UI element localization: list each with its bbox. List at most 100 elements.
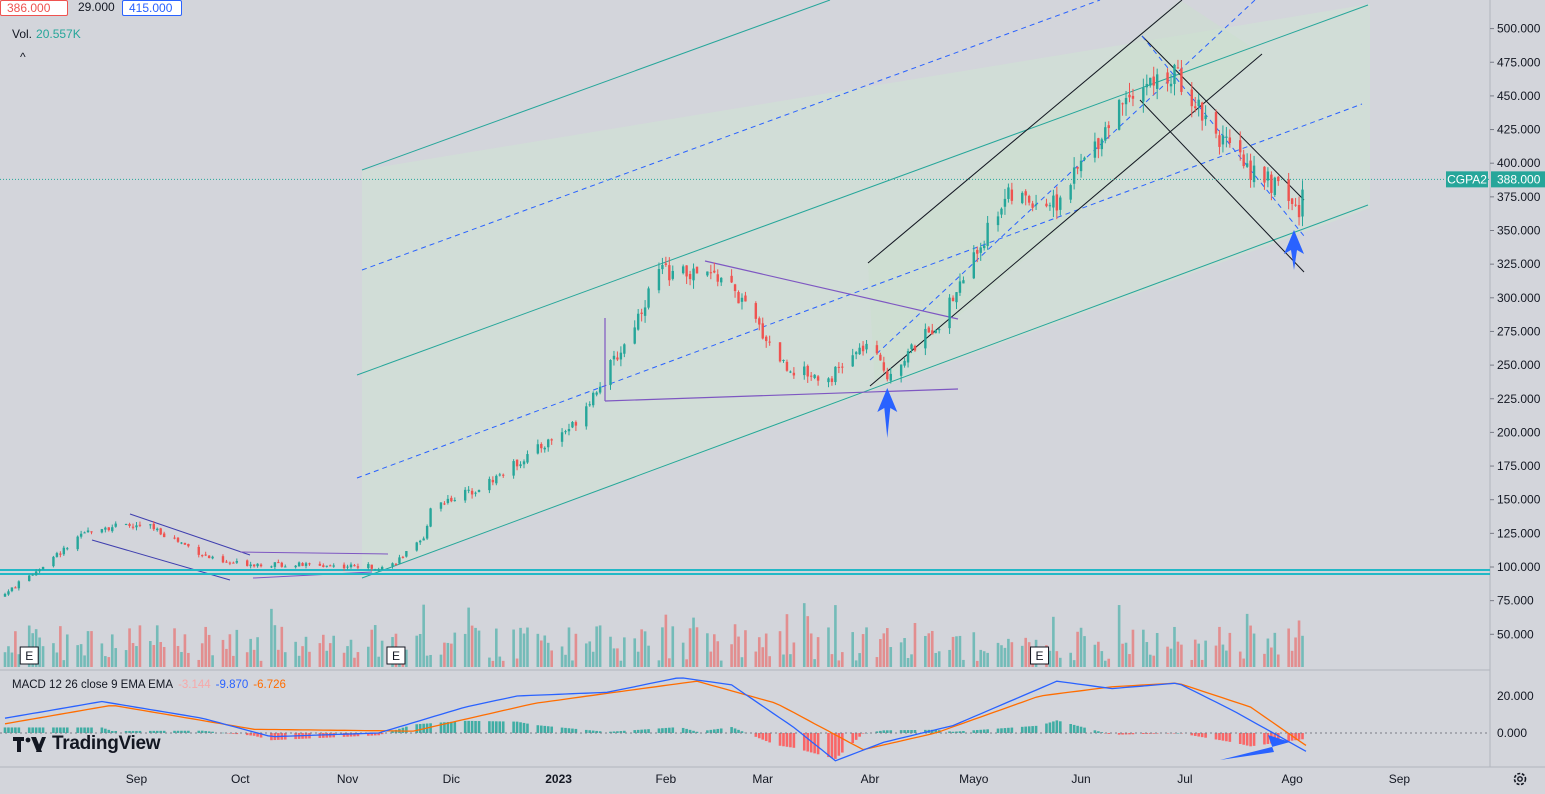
macd-histogram-bar [536,725,540,733]
volume-bar [422,604,425,667]
macd-line [4,677,1307,762]
collapse-toggle-icon[interactable]: ^ [20,50,26,64]
candle [374,569,377,571]
volume-bar [356,652,360,667]
macd-axis-label: 0.000 [1497,726,1527,740]
volume-bar [301,646,304,667]
volume-bar [851,632,854,667]
volume-bar [1245,613,1249,667]
macd-histogram-bar [1245,733,1249,746]
macd-pane [0,670,1490,767]
candle [422,538,425,541]
volume-bar [754,651,758,667]
candle [986,222,989,246]
volume-bar [1121,643,1124,667]
y-axis-label: 375.000 [1497,190,1541,204]
volume-bar [737,636,740,667]
candle [273,562,277,567]
candle [470,490,474,495]
volume-bar [52,643,55,667]
candle [419,540,422,543]
volume-bar [937,651,941,667]
volume-bar [1072,660,1076,667]
macd-histogram-bar [591,730,595,733]
candle [671,270,674,279]
macd-histogram-bar [1128,733,1131,735]
macd-histogram-bar [149,730,152,733]
volume-bar [162,646,166,667]
volume-bar [1197,643,1200,667]
macd-histogram-bar [159,730,162,733]
volume-bar [62,660,66,667]
volume-bar [713,634,716,667]
volume-bar [574,633,578,667]
earnings-marker-box [1030,646,1050,665]
macd-histogram-bar [1072,724,1076,733]
volume-bar [107,657,111,667]
macd-histogram-bar [1225,733,1228,742]
candle [377,569,380,571]
volume-bar [1079,627,1083,667]
volume-bar [709,651,713,667]
volume-bar [405,649,408,667]
volume-bar [1270,647,1273,667]
candle [380,566,384,570]
candle [152,523,155,530]
channel-lower-line [361,204,1369,579]
volume-bar [841,652,844,667]
macd-histogram-bar [405,726,408,733]
rising-channel-fill [868,0,1262,388]
candle [982,245,986,249]
volume-bar [453,632,457,667]
volume-bar [256,637,259,667]
candle [394,563,398,565]
candle [107,527,110,531]
candle [280,562,283,567]
y-axis-label: 350.000 [1497,224,1541,238]
candle [647,288,650,308]
y-axis-label: 100.000 [1497,560,1541,574]
volume-bar [830,654,834,667]
macd-histogram-bar [377,733,380,736]
candle [567,428,571,432]
candle [1097,138,1100,150]
candle [443,503,446,505]
macd-histogram-bar [1242,733,1245,745]
volume-bar [719,660,723,667]
volume-bar [1083,636,1086,667]
earnings-marker: E [19,646,39,665]
macd-histogram-bar [574,728,578,733]
volume-bar [1124,642,1128,667]
volume-bar [232,655,235,667]
candle [114,523,117,527]
volume-bar [135,646,138,667]
volume-bar [90,631,93,667]
macd-axis-label: 20.000 [1497,689,1534,703]
candle [270,566,273,568]
macd-histogram-bar [1214,733,1218,740]
volume-bar [443,642,446,667]
candle [111,527,114,532]
volume-bar [588,641,592,667]
tradingview-logo[interactable]: TradingView [12,733,161,755]
candle [162,533,166,538]
macd-histogram-bar [598,731,602,733]
macd-histogram-bar [768,733,771,743]
volume-bar [474,627,477,667]
macd-histogram-bar [65,727,69,733]
volume-bar [664,614,668,667]
candle [636,313,640,330]
candle [640,312,643,314]
earnings-marker-box [386,646,406,665]
candle [633,327,636,344]
volume-bar [349,639,353,667]
settings-gear-icon[interactable] [1512,771,1528,792]
x-axis-label: Ago [1281,772,1303,786]
candle [1121,103,1124,105]
macd-histogram-bar [886,730,889,733]
candle [1072,167,1076,184]
volume-bar [913,622,917,667]
volume-bar [1155,633,1159,667]
macd-histogram-bar [633,730,637,733]
